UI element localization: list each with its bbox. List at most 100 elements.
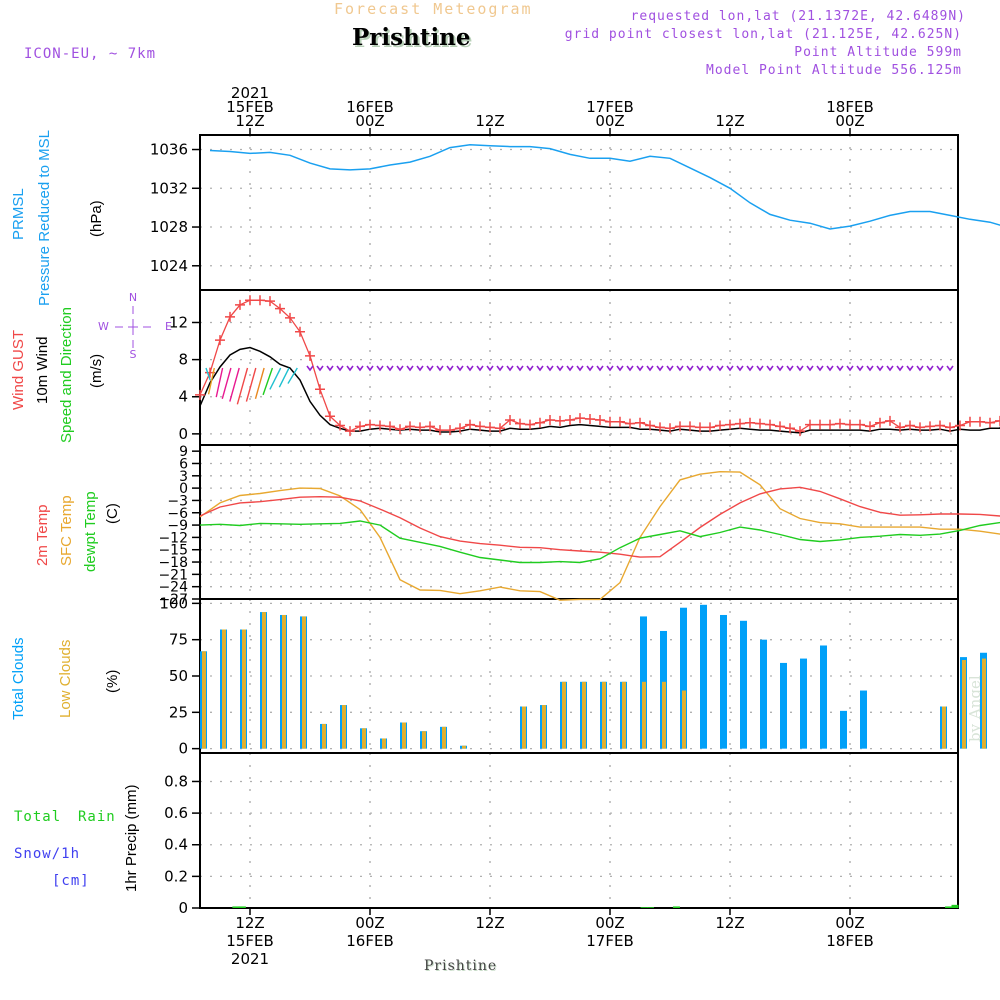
wind-barb-marker bbox=[356, 365, 364, 372]
wind-barb-marker bbox=[926, 365, 934, 372]
low-clouds-bar bbox=[642, 681, 646, 749]
footer-location: Prishtine bbox=[424, 958, 498, 974]
gust-marker bbox=[345, 426, 355, 437]
pressure-line bbox=[209, 143, 1000, 230]
gust-marker bbox=[805, 419, 815, 430]
rain-bar bbox=[951, 904, 959, 908]
y-tick-label: 9 bbox=[179, 444, 188, 460]
y-tick-label: 12 bbox=[169, 313, 188, 331]
wind-barb-marker bbox=[306, 365, 314, 372]
location-title: Prishtine bbox=[352, 24, 471, 51]
x-tick-label-top: 15FEB bbox=[226, 98, 273, 116]
wind-barb-marker bbox=[566, 365, 574, 372]
legend-snow-unit: [cm] bbox=[52, 873, 90, 889]
wind-barb-marker bbox=[936, 365, 944, 372]
gust-marker bbox=[995, 415, 1000, 426]
wind-barb-marker bbox=[896, 365, 904, 372]
wind-direction-arrow bbox=[205, 367, 211, 381]
compass-n: N bbox=[129, 291, 137, 304]
wind-barb-marker bbox=[346, 365, 354, 372]
wind-barb-marker bbox=[376, 365, 384, 372]
y-tick-label: 0.4 bbox=[164, 836, 188, 854]
gust-marker bbox=[575, 413, 585, 424]
wind-barb-marker bbox=[876, 365, 884, 372]
gust-marker bbox=[755, 418, 765, 429]
total-clouds-bar bbox=[760, 639, 767, 749]
x-tick-label-bottom: 15FEB bbox=[226, 932, 273, 950]
wind-barb-marker bbox=[826, 365, 834, 372]
gust-marker bbox=[565, 414, 575, 425]
gust-marker bbox=[585, 414, 595, 425]
x-tick-label-bottom: 2021 bbox=[231, 950, 269, 968]
y-tick-label: −9 bbox=[167, 518, 188, 534]
wind-barb-marker bbox=[836, 365, 844, 372]
gust-marker bbox=[595, 414, 605, 425]
wind-barb-marker bbox=[316, 365, 324, 372]
y-tick-label: −18 bbox=[158, 555, 188, 571]
low-clouds-bar bbox=[982, 658, 986, 749]
wind-barb-marker bbox=[366, 365, 374, 372]
gust-marker bbox=[795, 426, 805, 437]
gust-marker bbox=[295, 326, 305, 337]
y-tick-label: 1032 bbox=[150, 179, 188, 197]
total-clouds-bar bbox=[840, 710, 847, 749]
x-tick-label-top: 00Z bbox=[595, 112, 624, 130]
gust-marker bbox=[915, 422, 925, 433]
wind-barb-marker bbox=[756, 365, 764, 372]
y-tick-label: 1028 bbox=[150, 218, 188, 236]
wind-barb-marker bbox=[816, 365, 824, 372]
wind-barb-marker bbox=[586, 365, 594, 372]
wind-barb-marker bbox=[556, 365, 564, 372]
compass-e: E bbox=[165, 320, 172, 333]
wind-barb-marker bbox=[426, 365, 434, 372]
wind-barb-marker bbox=[636, 365, 644, 372]
point-altitude: Point Altitude 599m bbox=[794, 45, 962, 60]
gust-marker bbox=[425, 421, 435, 432]
wind-direction-arrow bbox=[215, 367, 224, 398]
gust-marker bbox=[255, 295, 265, 306]
low-clouds-bar bbox=[462, 745, 466, 749]
x-tick-label-bottom: 00Z bbox=[355, 914, 384, 932]
y-tick-label: −15 bbox=[158, 543, 188, 559]
model-point-altitude: Model Point Altitude 556.125m bbox=[706, 63, 962, 78]
wind-barb-marker bbox=[726, 365, 734, 372]
requested-coords: requested lon,lat (21.1372E, 42.6489N) bbox=[630, 9, 966, 24]
gust-marker bbox=[985, 417, 995, 428]
wind-direction-arrow bbox=[221, 367, 232, 400]
gust-marker bbox=[335, 420, 345, 431]
wind-barb-marker bbox=[766, 365, 774, 372]
wind-barb-marker bbox=[546, 365, 554, 372]
wind-barb-marker bbox=[516, 365, 524, 372]
gust-marker bbox=[815, 419, 825, 430]
y-tick-label: −27 bbox=[158, 592, 188, 608]
gust-marker bbox=[895, 422, 905, 433]
wind-barb-marker bbox=[326, 365, 334, 372]
gust-marker bbox=[505, 414, 515, 425]
x-tick-label-top: 12Z bbox=[235, 112, 264, 130]
temp-2m-line bbox=[199, 486, 1000, 558]
wind-barb-marker bbox=[606, 365, 614, 372]
y-tick-label: 1024 bbox=[150, 257, 188, 275]
compass-s: S bbox=[130, 348, 137, 361]
wind-barb-marker bbox=[436, 365, 444, 372]
y-tick-label: −21 bbox=[158, 567, 188, 583]
gust-marker bbox=[515, 418, 525, 429]
gust-marker bbox=[525, 419, 535, 430]
wind-barb-marker bbox=[386, 365, 394, 372]
gust-marker bbox=[745, 417, 755, 428]
gust-marker bbox=[625, 418, 635, 429]
gust-marker bbox=[705, 422, 715, 433]
gust-marker bbox=[325, 411, 335, 422]
low-clouds-bar bbox=[282, 614, 286, 749]
wind-barb-marker bbox=[646, 365, 654, 372]
low-clouds-bar bbox=[562, 681, 566, 749]
wind-barb-marker bbox=[446, 365, 454, 372]
gust-marker bbox=[385, 421, 395, 432]
x-tick-label-top: 00Z bbox=[835, 112, 864, 130]
wind-barb-marker bbox=[666, 365, 674, 372]
gust-marker bbox=[975, 416, 985, 427]
compass-rose-icon bbox=[115, 306, 151, 348]
wind-gust-line bbox=[199, 299, 1000, 432]
y-tick-label: −24 bbox=[158, 580, 188, 596]
x-tick-label-top: 16FEB bbox=[346, 98, 393, 116]
